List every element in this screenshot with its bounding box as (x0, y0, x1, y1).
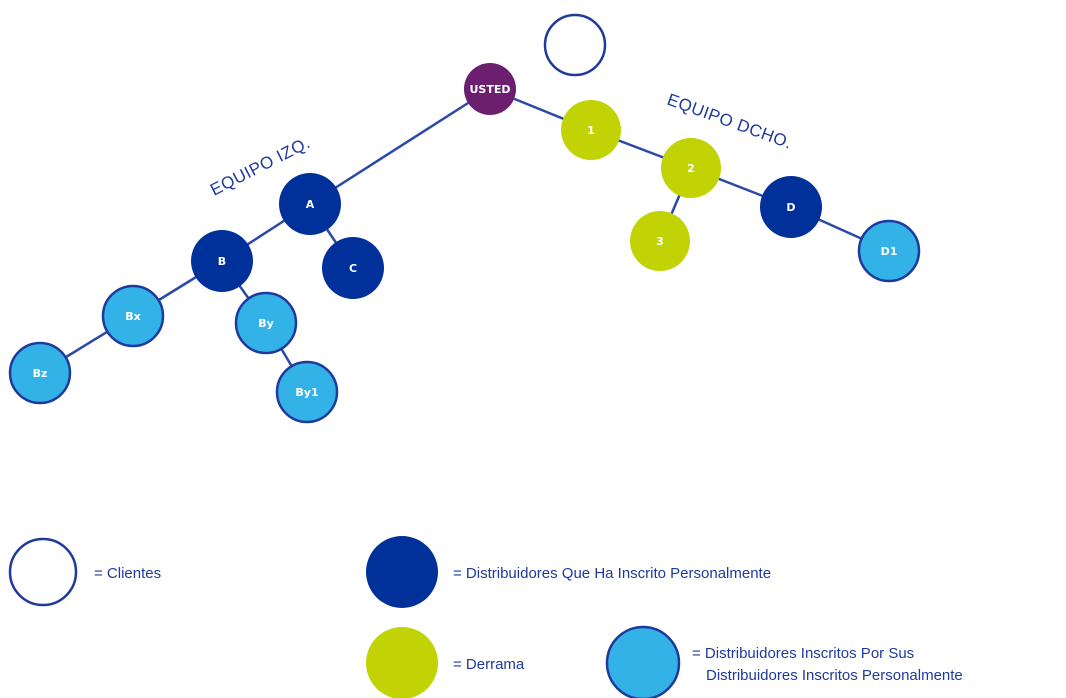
node-n1: 1 (561, 100, 621, 160)
node-B-label: B (218, 255, 226, 268)
node-n3-label: 3 (656, 235, 664, 248)
node-A-label: A (306, 198, 315, 211)
node-n1-label: 1 (587, 124, 595, 137)
node-D: D (760, 176, 822, 238)
node-D1: D1 (857, 219, 921, 283)
node-By1-circle (275, 360, 339, 424)
node-Bx: Bx (101, 284, 165, 348)
node-n1-circle (561, 100, 621, 160)
node-By1: By1 (275, 360, 339, 424)
node-n3-circle (630, 211, 690, 271)
legend-personal-text: = Distribuidores Que Ha Inscrito Persona… (453, 565, 771, 582)
node-D1-label: D1 (881, 245, 898, 258)
node-client_top-circle (543, 13, 607, 77)
node-D-label: D (786, 201, 795, 214)
node-By: By (234, 291, 298, 355)
legend-downline-swatch (605, 625, 681, 698)
node-usted-circle (464, 63, 516, 115)
node-By-circle (234, 291, 298, 355)
node-B: B (191, 230, 253, 292)
node-Bx-label: Bx (125, 310, 140, 323)
node-n2: 2 (661, 138, 721, 198)
node-Bz-circle (8, 341, 72, 405)
node-n2-label: 2 (687, 162, 695, 175)
legend-downline-text-1: = Distribuidores Inscritos Por Sus (692, 645, 914, 662)
node-By1-label: By1 (295, 386, 318, 399)
legend-clients-swatch (8, 537, 78, 607)
node-n2-circle (661, 138, 721, 198)
legend: = Clientes = Distribuidores Que Ha Inscr… (8, 536, 963, 698)
legend-personal-swatch (366, 536, 438, 608)
node-B-circle (191, 230, 253, 292)
node-client_top (543, 13, 607, 77)
legend-spillover-text: = Derrama (453, 656, 525, 673)
node-D-circle (760, 176, 822, 238)
node-D1-circle (857, 219, 921, 283)
node-usted: USTED (464, 63, 516, 115)
node-n3: 3 (630, 211, 690, 271)
node-Bx-circle (101, 284, 165, 348)
node-By-label: By (258, 317, 274, 330)
tree-nodes: USTED A B C Bx By Bz By1 1 2 3 D D1 (8, 13, 921, 424)
node-A-circle (279, 173, 341, 235)
legend-downline-text-2: Distribuidores Inscritos Personalmente (706, 667, 963, 684)
node-usted-label: USTED (469, 83, 510, 96)
edge-usted-A (309, 87, 491, 206)
node-C: C (322, 237, 384, 299)
node-Bz-label: Bz (33, 367, 48, 380)
node-A: A (279, 173, 341, 235)
node-C-label: C (349, 262, 357, 275)
node-C-circle (322, 237, 384, 299)
legend-spillover-swatch (366, 627, 438, 698)
legend-clients-text: = Clientes (94, 565, 161, 582)
node-Bz: Bz (8, 341, 72, 405)
